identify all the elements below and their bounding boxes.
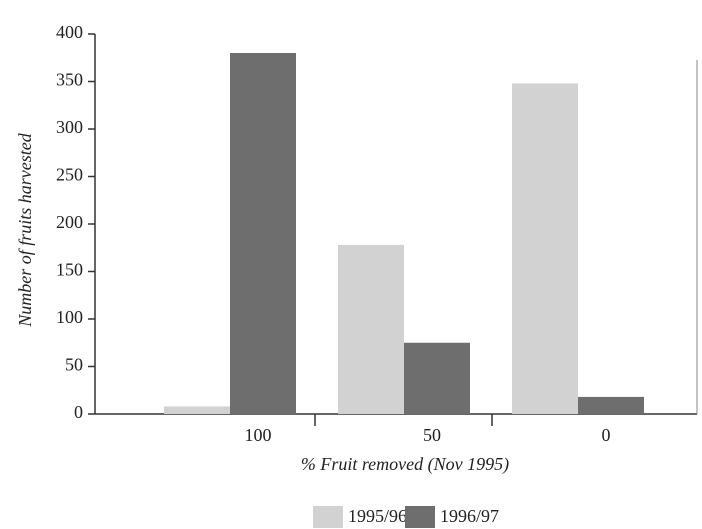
bar [404, 342, 470, 414]
x-tick-label: 100 [245, 425, 272, 445]
bar [512, 83, 578, 415]
x-tick-label: 50 [423, 425, 441, 445]
x-axis-label: % Fruit removed (Nov 1995) [301, 454, 509, 475]
legend-label: 1995/96 [348, 506, 407, 526]
y-axis-label: Number of fruits harvested [15, 132, 35, 327]
y-tick-label: 300 [56, 117, 83, 137]
y-tick-label: 150 [56, 260, 83, 280]
y-tick-label: 0 [74, 402, 83, 422]
bar [164, 406, 230, 414]
y-tick-label: 250 [56, 165, 83, 185]
legend-swatch [405, 506, 435, 528]
y-tick-label: 400 [56, 22, 83, 42]
bar [230, 53, 296, 414]
y-tick-label: 200 [56, 212, 83, 232]
legend-label: 1996/97 [440, 506, 499, 526]
y-tick-label: 100 [56, 307, 83, 327]
legend-swatch [313, 506, 343, 528]
x-tick-label: 0 [602, 425, 611, 445]
bar [338, 244, 404, 414]
y-tick-label: 350 [56, 70, 83, 90]
y-tick-label: 50 [65, 355, 83, 375]
bar [578, 396, 644, 414]
